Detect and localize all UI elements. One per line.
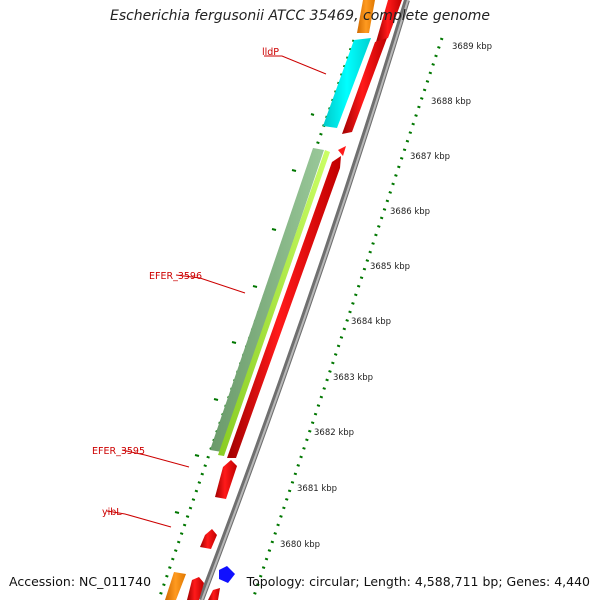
cds-under-lldP	[342, 38, 387, 134]
accession-label: Accession: NC_011740	[9, 574, 152, 589]
kbp-label: 3681 kbp	[297, 484, 337, 494]
kbp-label: 3685 kbp	[370, 262, 410, 272]
gene-label-lldP: lldP	[262, 47, 279, 58]
kbp-label: 3687 kbp	[410, 152, 450, 162]
cds-bottom	[187, 577, 204, 600]
orange-feature-top	[357, 0, 375, 33]
gene-labels: lldP EFER_3596 EFER_3595 yibL	[92, 47, 279, 518]
outer-tick-track	[158, 39, 356, 597]
kbp-label: 3682 kbp	[314, 428, 354, 438]
topology-label: Topology: circular; Length: 4,588,711 bp…	[246, 574, 590, 589]
gene-leader-lines	[106, 55, 327, 528]
kbp-label: 3680 kbp	[280, 540, 320, 550]
kbp-label: 3684 kbp	[351, 317, 391, 327]
blue-feature	[219, 566, 235, 583]
kbp-labels: 3689 kbp 3688 kbp 3687 kbp 3686 kbp 3685…	[280, 42, 492, 550]
backbone	[198, 0, 410, 600]
cds-top-right	[376, 0, 402, 42]
efer3595-feature	[215, 460, 237, 499]
cds-bottom-right	[208, 588, 220, 600]
inner-tick-track	[252, 37, 444, 597]
cds-long	[227, 156, 341, 458]
kbp-label: 3688 kbp	[431, 97, 471, 107]
gene-label-efer3595: EFER_3595	[92, 446, 145, 457]
lldP-feature	[323, 38, 371, 128]
orange-feature-bottom	[165, 572, 186, 600]
kbp-label: 3686 kbp	[390, 207, 430, 217]
yibL-feature	[200, 529, 217, 549]
outer-major-ticks	[174, 113, 315, 514]
gene-label-yibL: yibL	[102, 507, 122, 518]
efer3596-outer	[210, 148, 324, 452]
efer3596-inner	[218, 150, 330, 456]
gene-label-efer3596: EFER_3596	[149, 271, 202, 282]
kbp-label: 3689 kbp	[452, 42, 492, 52]
cds-small-1	[338, 146, 346, 156]
map-title: Escherichia fergusonii ATCC 35469, compl…	[109, 8, 491, 24]
backbone-highlight	[201, 0, 409, 600]
kbp-label: 3683 kbp	[333, 373, 373, 383]
